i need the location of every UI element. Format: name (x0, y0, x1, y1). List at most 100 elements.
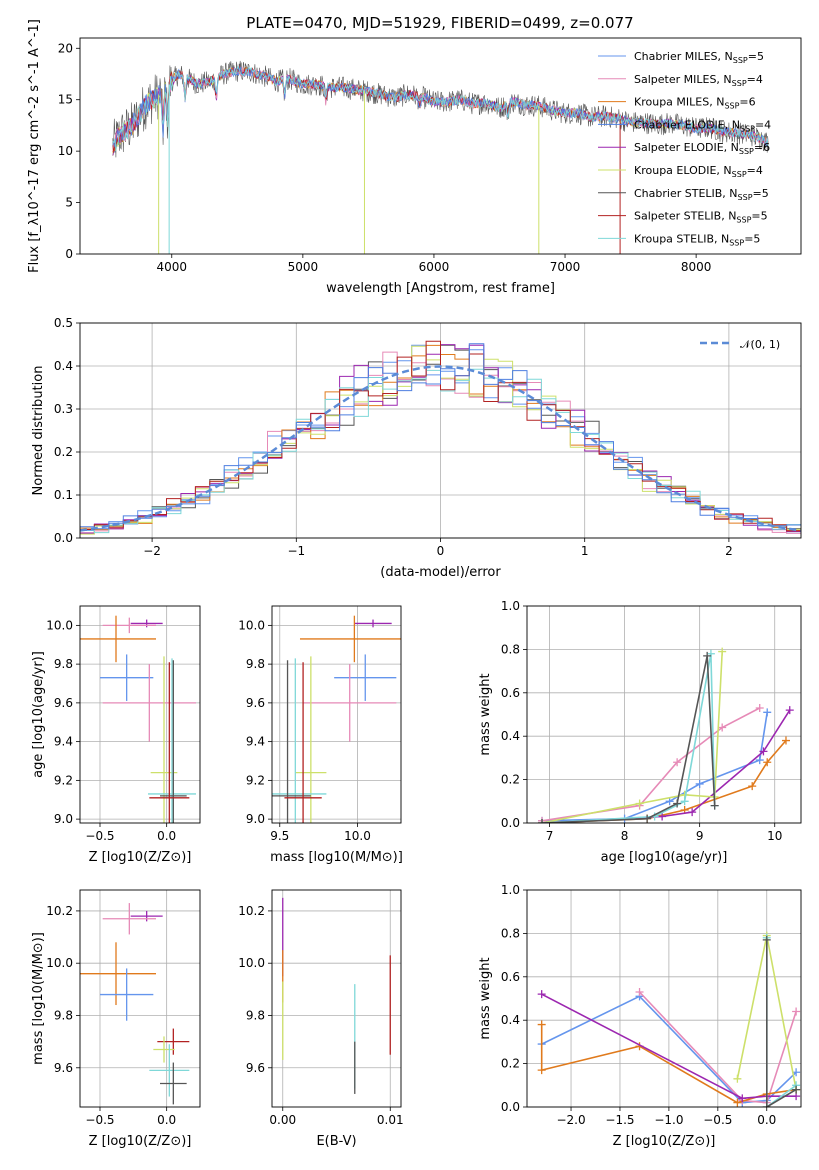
x-tick-label: 0.0 (157, 1113, 176, 1127)
x-tick-label: 10 (767, 829, 782, 843)
panel-age-vs-mass: 9.5 10.0 9.0 9.2 9.4 9.6 9.8 10.0 mass [log10(M/… (238, 605, 403, 865)
y-tick-label: 0.2 (501, 773, 520, 787)
x-tick-label: −2 (143, 544, 161, 558)
legend-label: Kroupa ELODIE, NSSP=4 (634, 164, 763, 179)
axes-frame (79, 605, 201, 824)
x-axis-label: Z [log10(Z/Z⊙)] (89, 850, 192, 865)
axes-frame (526, 605, 802, 824)
legend-label: Salpeter ELODIE, NSSP=6 (634, 141, 770, 156)
axes-frame (271, 605, 402, 824)
legend-label: Salpeter MILES, NSSP=4 (634, 73, 763, 88)
weight-marker (643, 814, 652, 823)
axes-frame (79, 322, 802, 539)
weight-marker (537, 1066, 546, 1075)
weight-marker (755, 756, 764, 765)
weight-marker (763, 758, 772, 767)
x-tick-label: −1.5 (605, 1113, 634, 1127)
y-tick-label: 10.0 (46, 956, 73, 970)
y-tick-label: 10.0 (238, 618, 265, 632)
spectrum-line-8 (112, 65, 769, 152)
y-tick-label: 0.0 (501, 1100, 520, 1114)
y-tick-label: 9.8 (246, 657, 265, 671)
x-axis-label: mass [log10(M/M⊙)] (270, 850, 403, 865)
weight-marker (688, 808, 697, 817)
weight-line-6 (541, 655, 716, 823)
y-tick-label: 9.6 (54, 696, 73, 710)
y-tick-label: 0.8 (501, 642, 520, 656)
axes-frame (526, 889, 802, 1108)
weight-marker (537, 1020, 546, 1029)
plot-area (282, 897, 391, 1094)
normal-curve (80, 365, 801, 532)
x-tick-label: 2 (725, 544, 733, 558)
x-axis-label: E(B-V) (316, 1134, 356, 1149)
y-tick-label: 1.0 (501, 599, 520, 613)
y-tick-label: 0.2 (501, 1057, 520, 1071)
y-tick-label: 0.8 (501, 926, 520, 940)
weight-marker (538, 819, 547, 823)
x-tick-label: 0.00 (269, 1113, 296, 1127)
weight-marker (762, 935, 771, 944)
y-tick-label: 10.0 (238, 956, 265, 970)
axes-frame (271, 889, 402, 1108)
panel-mass-vs-Z: −0.5 0.0 9.6 9.8 10.0 10.2 Z [log10(Z/Z⊙)] mass… (31, 889, 201, 1149)
y-tick-label: 0.3 (54, 402, 73, 416)
y-tick-label: 0.4 (501, 729, 520, 743)
x-tick-label: 1 (581, 544, 589, 558)
weight-marker (785, 706, 794, 715)
weight-marker (673, 799, 682, 808)
legend-label: Chabrier MILES, NSSP=5 (634, 50, 764, 65)
y-tick-label: 9.6 (246, 1061, 265, 1075)
y-tick-label: 0.5 (54, 316, 73, 330)
x-tick-label: 4000 (156, 260, 187, 274)
x-tick-label: 0 (437, 544, 445, 558)
y-tick-label: 9.2 (54, 773, 73, 787)
x-tick-label: 9.5 (270, 829, 289, 843)
legend-label: Kroupa MILES, NSSP=6 (634, 96, 756, 111)
y-tick-label: 9.4 (246, 735, 265, 749)
weight-line-0 (541, 712, 768, 822)
y-tick-label: 9.2 (246, 773, 265, 787)
plot-area (80, 615, 196, 823)
x-axis-label: (data-model)/error (380, 565, 501, 580)
weight-marker (733, 1098, 742, 1107)
y-tick-label: 0.6 (501, 686, 520, 700)
panel-mass-vs-ebv: 0.00 0.01 9.6 9.8 10.0 10.2 E(B-V) (238, 889, 404, 1149)
y-tick-label: 9.8 (246, 1008, 265, 1022)
y-tick-label: 0.0 (501, 816, 520, 830)
y-tick-label: 0.4 (54, 359, 73, 373)
y-tick-label: 15 (58, 93, 73, 107)
y-tick-label: 0 (65, 247, 73, 261)
weight-line-5 (765, 937, 797, 1107)
x-axis-label: age [log10(age/yr)] (601, 850, 728, 865)
panel-residuals: −2 −1 0 1 2 0.0 0.1 0.2 0.3 0.4 0.5 (data-model)/er… (31, 316, 802, 580)
weight-marker (762, 1103, 771, 1107)
y-axis-label: mass weight (478, 673, 493, 755)
axes-frame (79, 889, 201, 1108)
x-tick-label: −1.0 (654, 1113, 683, 1127)
y-tick-label: 0.0 (54, 531, 73, 545)
plot-area (538, 647, 794, 823)
weight-marker (748, 782, 757, 791)
y-tick-label: 9.6 (54, 1061, 73, 1075)
y-tick-label: 20 (58, 41, 73, 55)
plot-area (537, 931, 801, 1107)
x-tick-label: 8000 (681, 260, 712, 274)
y-axis-label: mass [log10(M/M⊙)] (31, 932, 46, 1065)
y-tick-label: 0.2 (54, 445, 73, 459)
plot-area (80, 340, 801, 535)
x-axis-label: wavelength [Angstrom, rest frame] (326, 281, 555, 296)
y-tick-label: 0.6 (501, 970, 520, 984)
weight-marker (733, 1074, 742, 1083)
y-tick-label: 10 (58, 144, 73, 158)
weight-marker (792, 1085, 801, 1094)
x-tick-label: 5000 (288, 260, 319, 274)
weight-marker (703, 651, 712, 660)
y-axis-label: Normed distribution (31, 366, 46, 496)
weight-line-6 (765, 939, 797, 1107)
x-tick-label: 8 (621, 829, 629, 843)
legend-label: Kroupa STELIB, NSSP=5 (634, 232, 760, 247)
weight-marker (781, 736, 790, 745)
weight-marker (718, 723, 727, 732)
